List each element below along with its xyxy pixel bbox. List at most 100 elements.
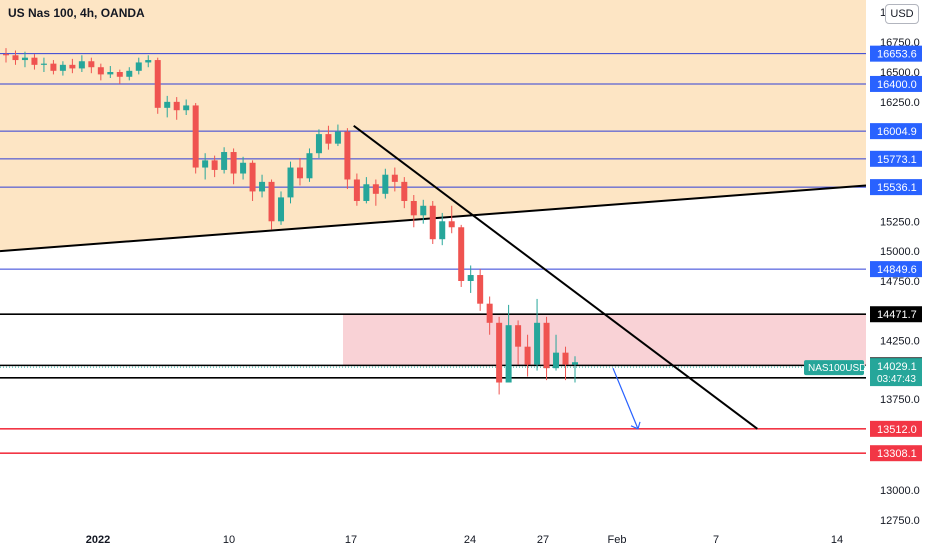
candle-body <box>534 322 541 365</box>
candle-body <box>306 153 313 179</box>
candle-body <box>572 362 578 365</box>
price-tick-label-partial: 13750.0 <box>880 394 920 406</box>
upper-wedge-zone <box>0 0 866 252</box>
candle-body <box>477 275 484 304</box>
candle-body <box>334 131 341 144</box>
candle-body <box>259 181 266 192</box>
projection-arrow[interactable] <box>612 367 639 430</box>
candle-body <box>344 131 351 180</box>
candle-body <box>268 181 275 222</box>
price-tick-label: 14750.0 <box>880 276 920 288</box>
candle-body <box>524 346 531 365</box>
candle-body <box>296 167 303 179</box>
time-tick-label: 24 <box>464 534 476 546</box>
candle-body <box>410 200 417 216</box>
candle-body <box>69 64 76 69</box>
time-tick-label: 14 <box>831 534 843 546</box>
candle-body <box>78 61 85 69</box>
level-label-13308.1: 13308.1 <box>877 448 917 460</box>
candle-body <box>230 152 237 174</box>
candle-body <box>97 67 104 75</box>
candle-body <box>420 205 427 216</box>
candle-body <box>164 101 171 108</box>
candle-body <box>496 322 503 383</box>
candle-body <box>372 184 379 194</box>
level-label-bg <box>870 420 922 437</box>
candle-body <box>382 174 389 194</box>
candle-body <box>325 134 332 144</box>
level-label-bg <box>870 445 922 462</box>
price-tick-label: 12750.0 <box>880 515 920 527</box>
time-tick-label: 27 <box>537 534 549 546</box>
candle-body <box>211 160 218 170</box>
candle-body <box>515 325 522 347</box>
chart-title: US Nas 100, 4h, OANDA <box>8 6 145 20</box>
countdown-label: 03:47:43 <box>877 374 916 385</box>
candle-body <box>50 63 57 71</box>
level-label-bg <box>870 75 922 92</box>
candle-body <box>12 55 19 61</box>
level-label-14849.6: 14849.6 <box>877 264 917 276</box>
time-tick-label: 17 <box>345 534 357 546</box>
candle-body <box>562 352 569 365</box>
candle-body <box>154 60 161 108</box>
level-label-bg <box>870 150 922 167</box>
level-label-16400.0: 16400.0 <box>877 79 917 91</box>
symbol-tag-bg <box>804 360 864 376</box>
price-tick-label: 13000.0 <box>880 485 920 497</box>
level-label-16004.9: 16004.9 <box>877 126 917 138</box>
candle-body <box>278 197 285 222</box>
time-tick-label: Feb <box>608 534 627 546</box>
candle-body <box>458 227 465 281</box>
level-label-bg <box>870 179 922 196</box>
candle-body <box>429 205 436 240</box>
candle-body <box>543 322 550 369</box>
candle-body <box>88 61 95 68</box>
price-tick-label: 16250.0 <box>880 97 920 109</box>
level-label-13512.0: 13512.0 <box>877 424 917 436</box>
level-label-15536.1: 15536.1 <box>877 182 917 194</box>
candles-group <box>3 48 578 395</box>
trendline-descending[interactable] <box>353 124 758 430</box>
candle-body <box>145 60 152 63</box>
candle-body <box>21 57 28 61</box>
candle-body <box>439 221 446 240</box>
level-label-15773.1: 15773.1 <box>877 154 917 166</box>
time-axis[interactable] <box>0 528 866 550</box>
candle-body <box>116 72 123 77</box>
candle-body <box>107 72 114 75</box>
projection-arrowhead <box>630 421 641 430</box>
candle-body <box>353 179 360 201</box>
candle-body <box>553 352 560 369</box>
price-tick-label: 14250.0 <box>880 336 920 348</box>
candle-body <box>40 63 47 65</box>
candle-body <box>486 303 493 323</box>
candle-body <box>315 134 322 154</box>
candle-body <box>287 167 294 198</box>
candle-body <box>401 181 408 201</box>
time-tick-label: 2022 <box>86 534 110 546</box>
supply-zone <box>343 314 866 366</box>
candle-body <box>448 221 455 228</box>
currency-selector[interactable]: USD <box>885 4 919 24</box>
candle-body <box>391 174 398 182</box>
candle-body <box>221 152 228 170</box>
candle-body <box>59 64 66 71</box>
current-price-label: 14029.1 <box>877 361 917 373</box>
level-label-14471.7: 14471.7 <box>877 309 917 321</box>
candle-body <box>135 62 142 71</box>
level-label-bg <box>870 123 922 140</box>
current-price-tag-bg <box>870 358 922 387</box>
time-tick-label: 10 <box>223 534 235 546</box>
symbol-tag: NAS100USD <box>808 363 866 374</box>
level-label-16653.6: 16653.6 <box>877 49 917 61</box>
level-label-bg <box>870 306 922 323</box>
candle-body <box>240 162 247 174</box>
candle-body <box>173 101 180 111</box>
time-tick-label: 7 <box>713 534 719 546</box>
candle-body <box>183 105 190 111</box>
candle-body <box>3 54 9 56</box>
candle-body <box>363 184 370 201</box>
